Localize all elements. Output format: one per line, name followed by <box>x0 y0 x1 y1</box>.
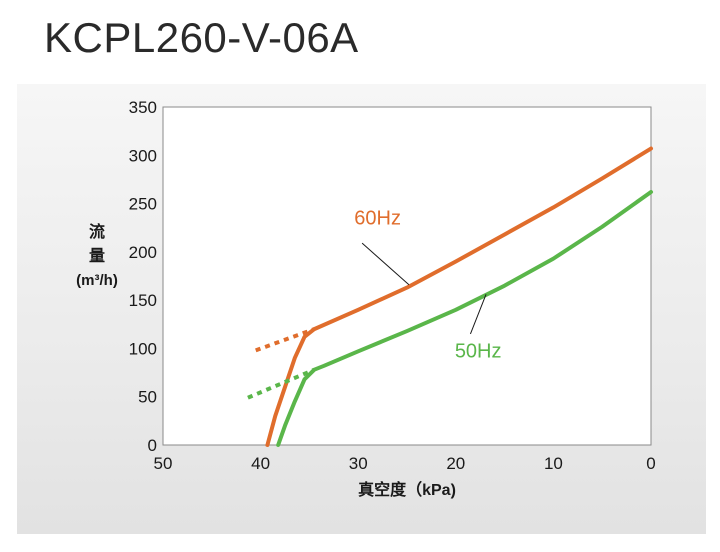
x-tick-label: 30 <box>349 454 368 473</box>
series-line-50hz <box>276 189 653 447</box>
x-tick-label: 20 <box>446 454 465 473</box>
series-line-60hz <box>265 146 653 447</box>
y-axis-title: 流量(m³/h) <box>76 222 118 289</box>
axis-labels: 60Hz 50Hz 真空度（kPa) 流量(m³/h) <box>76 208 501 499</box>
series-layer <box>247 146 653 447</box>
y-tick-label: 300 <box>129 146 157 165</box>
y-tick-label: 200 <box>129 243 157 262</box>
y-tick-label: 150 <box>129 291 157 310</box>
y-tick-label: 350 <box>129 98 157 117</box>
series-label-50hz: 50Hz <box>455 340 502 362</box>
plot-area-border <box>162 106 652 446</box>
y-tick-label: 250 <box>129 195 157 214</box>
series-leader-line <box>361 242 410 286</box>
chart-title: KCPL260-V-06A <box>44 14 359 61</box>
series-extrapolation-60hz <box>255 327 315 353</box>
x-tick-label: 40 <box>251 454 270 473</box>
series-extrapolation-50hz <box>247 367 316 400</box>
chart-panel: 50 40 30 20 10 0 0 50 100 150 200 250 300 350 60Hz 50H… <box>17 84 706 534</box>
x-tick-label: 0 <box>646 454 655 473</box>
y-tick-label: 100 <box>129 339 157 358</box>
series-leader-line <box>469 294 487 335</box>
y-tick-label: 0 <box>148 436 157 455</box>
series-label-60hz: 60Hz <box>354 208 401 230</box>
y-tick-label: 50 <box>138 388 157 407</box>
x-tick-label: 10 <box>544 454 563 473</box>
x-tick-label: 50 <box>154 454 173 473</box>
x-axis-title: 真空度（kPa) <box>358 480 456 499</box>
